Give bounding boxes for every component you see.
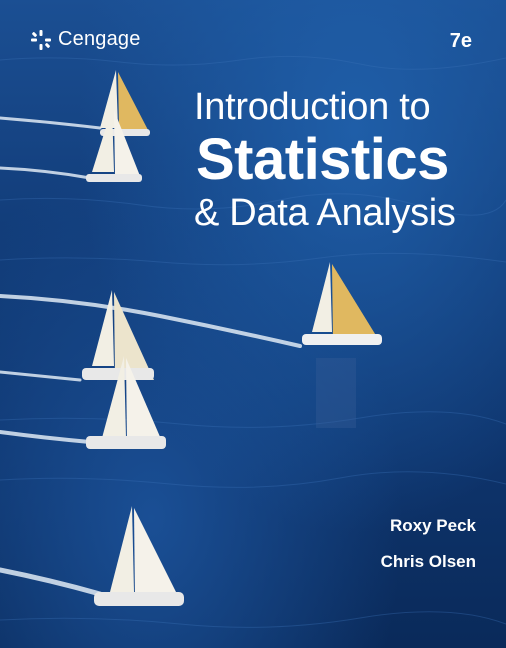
author-2: Chris Olsen xyxy=(380,552,476,571)
cengage-logo-icon xyxy=(31,29,51,50)
book-title: Introduction to Statistics & Data Analys… xyxy=(194,85,456,235)
publisher-name: Cengage xyxy=(58,28,141,50)
edition-label: 7e xyxy=(449,30,472,52)
author-1: Roxy Peck xyxy=(390,516,476,535)
title-line-2: Statistics xyxy=(196,127,449,192)
publisher-logo: Cengage xyxy=(30,28,141,51)
title-line-3: & Data Analysis xyxy=(194,192,456,234)
title-line-1: Introduction to xyxy=(194,86,431,128)
